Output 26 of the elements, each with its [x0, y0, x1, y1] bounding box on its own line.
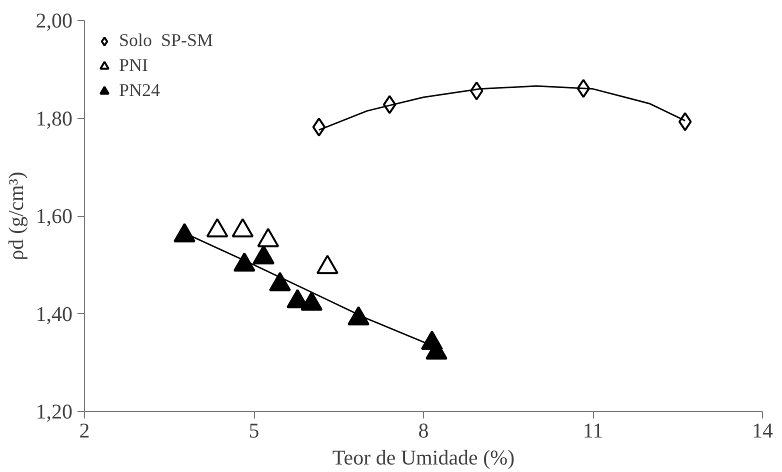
x-axis-title: Teor de Umidade (%)	[332, 446, 515, 470]
x-tick-label: 11	[582, 418, 604, 442]
y-tick-label: 1,80	[36, 106, 72, 130]
point	[678, 112, 692, 132]
y-tick-label: 2,00	[36, 8, 72, 32]
x-tick-label: 5	[248, 418, 260, 442]
point	[316, 254, 338, 274]
point	[174, 223, 196, 242]
point	[348, 306, 370, 326]
y-tick-label: 1,60	[36, 204, 72, 228]
point	[268, 272, 291, 292]
y-axis-title: ρd (g/cm³)	[4, 172, 28, 260]
legend-label: Solo SP-SM	[119, 30, 214, 51]
legend-label: PNI	[119, 55, 148, 76]
point	[300, 291, 323, 311]
point	[232, 218, 254, 238]
y-tick-label: 1,40	[36, 302, 72, 326]
x-tick-label: 2	[79, 418, 90, 442]
point	[206, 218, 228, 238]
point	[233, 252, 256, 272]
x-tick-label: 8	[418, 418, 429, 442]
point	[257, 228, 280, 248]
y-tick-label: 1,20	[36, 400, 72, 424]
x-tick-label: 14	[752, 418, 774, 442]
legend-label: PN24	[119, 80, 160, 101]
point	[312, 118, 326, 137]
